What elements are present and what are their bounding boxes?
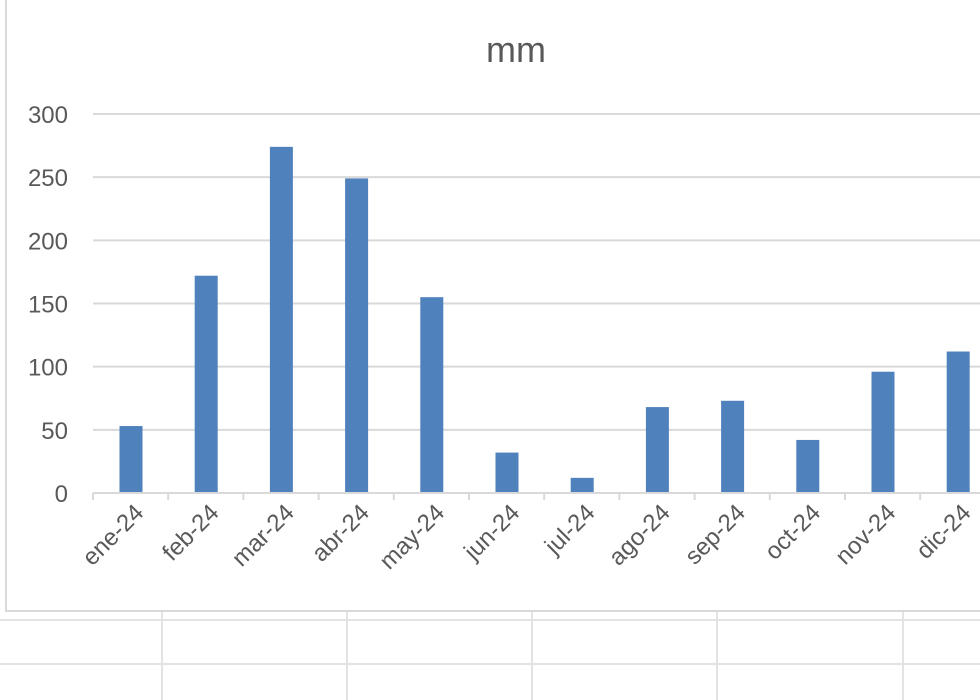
chart-object[interactable]: [5, 0, 980, 612]
x-tick-label: abr-24: [307, 499, 375, 567]
bar[interactable]: [119, 426, 143, 493]
chart-title: mm: [486, 29, 546, 70]
y-tick-label: 100: [28, 355, 68, 382]
y-tick-label: 200: [28, 228, 68, 255]
bar[interactable]: [194, 275, 218, 493]
y-tick-label: 300: [28, 102, 68, 129]
x-axis: [92, 492, 980, 500]
x-tick-label: ene-24: [77, 499, 149, 571]
bar[interactable]: [570, 477, 594, 493]
x-tick-label: jul-24: [539, 499, 600, 560]
y-tick-label: 150: [28, 292, 68, 319]
y-tick-label: 50: [41, 418, 68, 445]
y-tick-label: 250: [28, 165, 68, 192]
bar[interactable]: [420, 297, 444, 493]
y-tick-label: 0: [55, 481, 68, 508]
gridlines: [93, 113, 980, 431]
bar[interactable]: [946, 351, 970, 493]
y-axis-ticks: 0 50 100 150 200 250 300: [28, 102, 68, 508]
x-tick-label: feb-24: [157, 499, 224, 566]
bar[interactable]: [796, 439, 820, 493]
x-tick-label: ago-24: [604, 499, 676, 571]
x-axis-labels: ene-24 feb-24 mar-24 abr-24 may-24 jun-24 jul-…: [77, 499, 976, 575]
bar[interactable]: [645, 407, 669, 493]
bar[interactable]: [345, 178, 369, 493]
x-tick-label: oct-24: [760, 499, 826, 565]
x-tick-label: jun-24: [458, 499, 525, 566]
bar-chart[interactable]: mm 0 50 100 150 200 250 300 ene-24 feb-24 mar-24…: [0, 0, 980, 615]
bars: [119, 146, 970, 493]
x-tick-label: sep-24: [680, 499, 751, 570]
bar[interactable]: [721, 400, 745, 493]
x-tick-label: may-24: [374, 499, 450, 575]
x-tick-label: dic-24: [911, 499, 976, 564]
bar[interactable]: [871, 371, 895, 493]
x-tick-label: mar-24: [227, 499, 300, 572]
bar[interactable]: [269, 146, 293, 493]
bar[interactable]: [495, 452, 519, 493]
x-tick-label: nov-24: [830, 499, 901, 570]
